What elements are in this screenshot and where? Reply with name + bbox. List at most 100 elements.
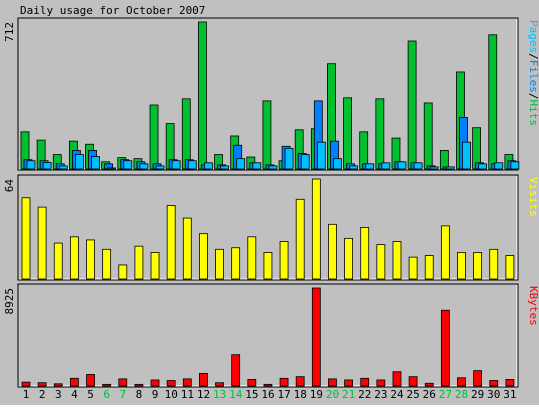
kbytes-bar-8 (134, 383, 144, 387)
pages-bar-6 (107, 167, 117, 170)
x-tick-label-20: 20 (326, 388, 339, 401)
pages-bar-4 (74, 154, 84, 170)
chart-title: Daily usage for October 2007 (20, 4, 205, 17)
hits-bar-9 (149, 104, 159, 170)
x-tick-label-9: 9 (152, 388, 159, 401)
pages-bar-19 (316, 141, 326, 170)
visits-panel-ymax-label: 64 (3, 179, 16, 193)
kbytes-bar-5 (86, 374, 95, 387)
x-tick-label-12: 12 (197, 388, 210, 401)
x-tick-label-7: 7 (120, 388, 127, 401)
kbytes-bar-24 (392, 371, 402, 387)
x-tick-label-14: 14 (229, 388, 243, 401)
kbytes-bar-1 (21, 381, 31, 387)
visits-bar-28 (457, 252, 466, 280)
kbytes-bar-18 (295, 376, 305, 387)
visits-bar-29 (473, 252, 483, 280)
pages-bar-13 (220, 165, 229, 170)
x-tick-label-26: 26 (423, 388, 436, 401)
visits-bar-19 (311, 178, 321, 280)
hits-bar-30 (488, 34, 498, 170)
kbytes-bar-9 (150, 379, 160, 387)
hits-panel-frame (17, 17, 519, 171)
hits-bar-23 (375, 98, 385, 170)
visits-bar-21 (344, 237, 353, 280)
visits-bar-4 (69, 236, 79, 280)
pages-bar-8 (139, 163, 149, 170)
hits-panel-legend-part-4: Hits (527, 100, 539, 127)
kbytes-bar-3 (53, 383, 63, 387)
pages-bar-18 (300, 154, 310, 170)
hits-bar-26 (423, 102, 433, 170)
kbytes-panel-legend-part-0: KBytes (527, 286, 539, 326)
kbytes-bar-15 (247, 379, 257, 387)
x-tick-label-23: 23 (374, 388, 387, 401)
kbytes-bar-7 (118, 378, 128, 387)
pages-bar-1 (26, 160, 36, 170)
pages-bar-17 (284, 147, 294, 170)
x-tick-label-10: 10 (165, 388, 178, 401)
kbytes-bar-16 (263, 383, 273, 387)
kbytes-bar-11 (182, 378, 192, 387)
visits-bar-2 (37, 206, 47, 280)
visits-bar-22 (360, 227, 370, 280)
pages-bar-29 (478, 163, 488, 170)
kbytes-bar-12 (199, 372, 208, 387)
kbytes-bar-2 (37, 382, 47, 387)
visits-bar-18 (295, 198, 305, 280)
kbytes-bar-19 (311, 287, 321, 387)
visits-bar-23 (376, 244, 386, 280)
pages-bar-10 (171, 160, 181, 170)
visits-bar-16 (263, 252, 273, 280)
x-tick-label-30: 30 (487, 388, 500, 401)
hits-panel-legend: Pages/Files/Hits (527, 20, 539, 126)
visits-bar-15 (247, 236, 257, 280)
visits-bar-12 (199, 233, 208, 280)
kbytes-bar-22 (360, 377, 370, 387)
hits-panel-legend-part-3: / (527, 93, 539, 100)
pages-bar-22 (365, 163, 375, 170)
visits-panel-legend: Visits (527, 177, 539, 217)
visits-bar-31 (505, 255, 515, 280)
hits-bar-21 (343, 97, 352, 170)
hits-panel-legend-part-0: Pages (527, 20, 539, 53)
kbytes-bar-6 (102, 383, 112, 387)
visits-bar-30 (489, 248, 499, 280)
hits-bar-25 (407, 40, 417, 170)
visits-bar-5 (86, 239, 95, 280)
pages-bar-9 (155, 165, 165, 170)
visits-bar-27 (440, 225, 450, 280)
x-tick-label-21: 21 (342, 388, 355, 401)
x-tick-label-8: 8 (136, 388, 143, 401)
visits-bar-14 (231, 247, 241, 280)
x-tick-label-25: 25 (407, 388, 420, 401)
hits-panel-legend-part-1: / (527, 53, 539, 60)
hits-bar-12 (198, 21, 207, 170)
visits-bar-8 (134, 245, 144, 280)
kbytes-panel-frame (17, 283, 519, 388)
pages-bar-27 (445, 166, 455, 170)
x-tick-label-4: 4 (71, 388, 78, 401)
x-tick-label-18: 18 (294, 388, 307, 401)
pages-bar-15 (252, 162, 262, 170)
pages-bar-26 (429, 166, 439, 170)
visits-bar-24 (392, 241, 402, 280)
kbytes-bar-20 (328, 378, 337, 387)
kbytes-panel-ymax-label: 8925 (3, 288, 16, 315)
hits-panel-legend-part-2: Files (527, 60, 539, 93)
kbytes-bar-31 (505, 379, 515, 387)
pages-bar-3 (58, 165, 68, 170)
kbytes-bar-26 (424, 382, 434, 387)
x-tick-label-22: 22 (358, 388, 371, 401)
x-tick-label-1: 1 (23, 388, 30, 401)
kbytes-bar-4 (69, 377, 79, 387)
x-tick-label-2: 2 (39, 388, 46, 401)
visits-bar-11 (182, 217, 192, 280)
x-tick-label-6: 6 (103, 388, 110, 401)
x-tick-label-11: 11 (181, 388, 194, 401)
kbytes-bar-14 (231, 354, 241, 387)
x-tick-label-19: 19 (310, 388, 323, 401)
